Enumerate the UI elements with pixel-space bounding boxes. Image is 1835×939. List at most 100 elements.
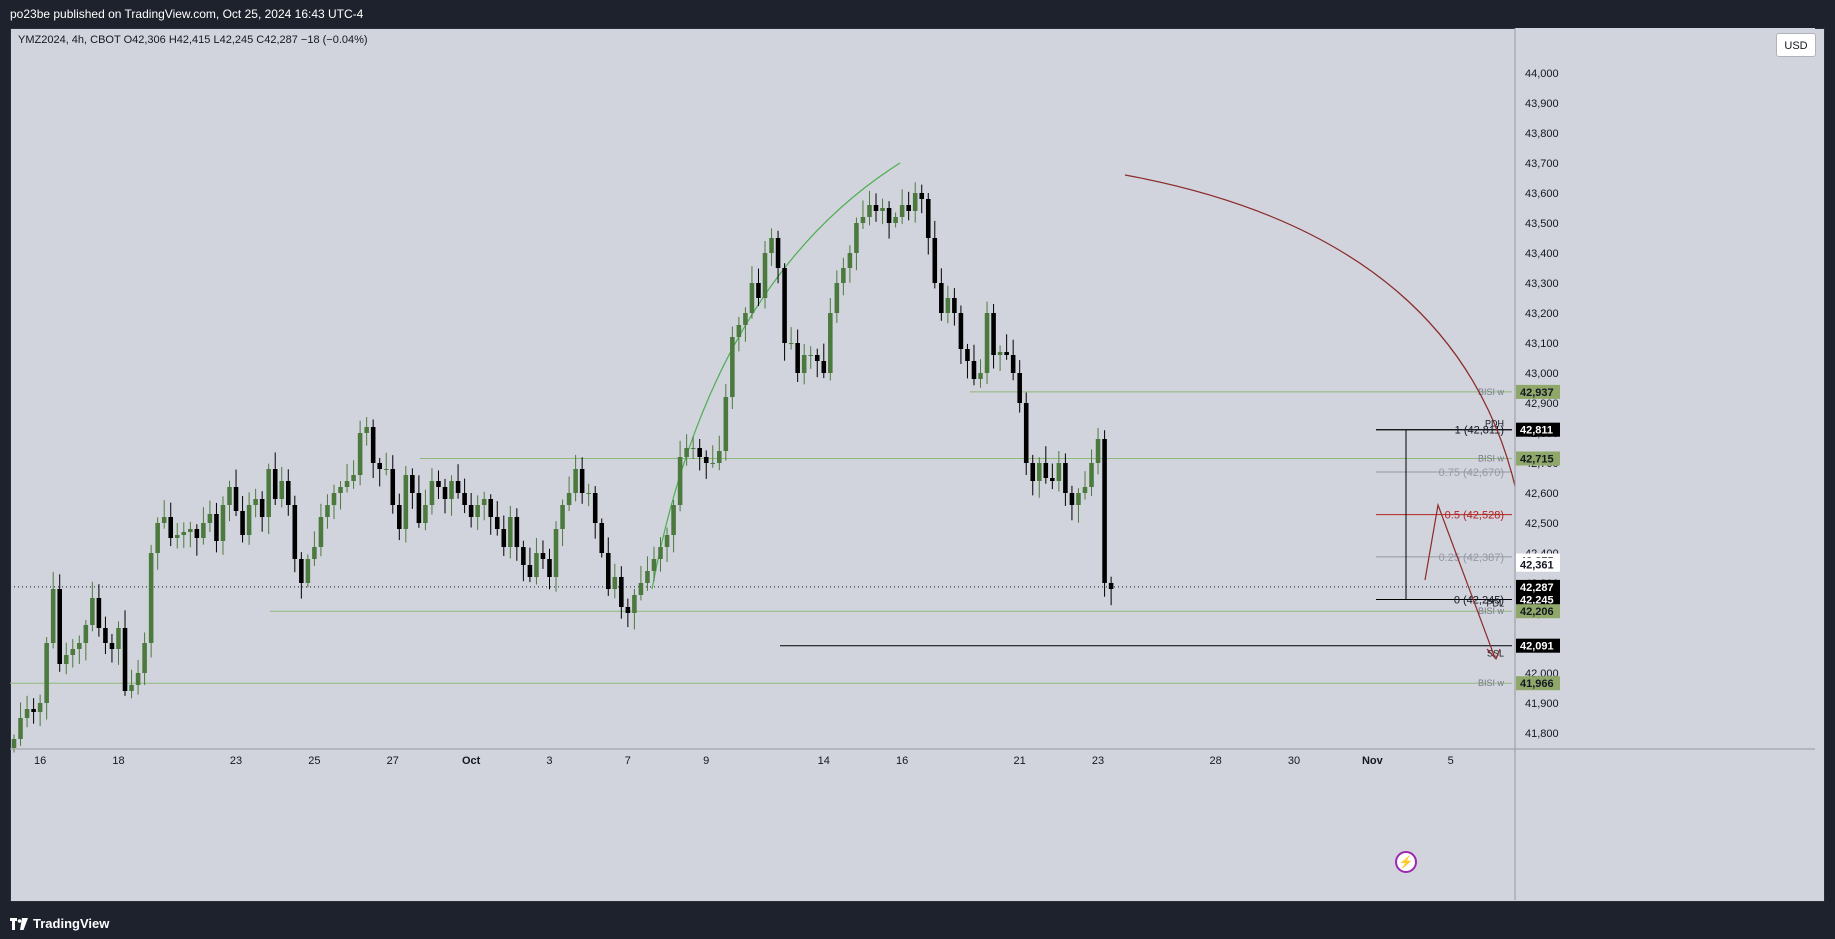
candle-body[interactable]: [814, 355, 820, 361]
candle-body[interactable]: [279, 481, 285, 499]
candle-body[interactable]: [90, 598, 95, 625]
candle-body[interactable]: [83, 625, 89, 643]
currency-button[interactable]: USD: [1776, 33, 1816, 57]
candle-body[interactable]: [697, 448, 702, 457]
candle-body[interactable]: [971, 361, 977, 379]
candle-body[interactable]: [50, 589, 56, 643]
candle-body[interactable]: [233, 487, 239, 511]
candle-body[interactable]: [481, 499, 487, 505]
candle-body[interactable]: [494, 517, 500, 529]
candle-body[interactable]: [860, 217, 866, 223]
candle-body[interactable]: [605, 553, 611, 589]
candle-body[interactable]: [135, 673, 141, 685]
candle-body[interactable]: [501, 529, 507, 547]
candle-body[interactable]: [547, 559, 552, 577]
candle-body[interactable]: [1095, 439, 1101, 463]
candle-body[interactable]: [161, 517, 167, 523]
red-arc[interactable]: [1124, 174, 1530, 650]
candle-body[interactable]: [749, 283, 755, 313]
candle-body[interactable]: [788, 343, 794, 344]
candle-body[interactable]: [514, 517, 520, 547]
candle-body[interactable]: [1010, 355, 1016, 373]
candle-body[interactable]: [266, 469, 271, 517]
candle-body[interactable]: [109, 643, 115, 649]
candle-body[interactable]: [521, 547, 526, 565]
candle-body[interactable]: [984, 313, 990, 373]
candle-body[interactable]: [468, 505, 474, 517]
candle-body[interactable]: [214, 514, 219, 541]
candle-body[interactable]: [188, 529, 193, 532]
price-axis[interactable]: [1515, 28, 1815, 900]
candle-body[interactable]: [122, 628, 128, 691]
candle-body[interactable]: [37, 703, 43, 712]
candle-body[interactable]: [442, 487, 448, 499]
candle-body[interactable]: [690, 448, 696, 449]
candle-body[interactable]: [801, 355, 807, 373]
candle-body[interactable]: [795, 343, 800, 373]
candle-body[interactable]: [677, 457, 683, 505]
candle-body[interactable]: [912, 193, 918, 211]
candle-body[interactable]: [292, 505, 298, 559]
candle-body[interactable]: [684, 448, 689, 457]
candle-body[interactable]: [24, 709, 30, 718]
candle-body[interactable]: [1050, 478, 1055, 481]
candle-body[interactable]: [246, 505, 252, 535]
tradingview-logo[interactable]: TradingView: [10, 916, 109, 931]
candle-body[interactable]: [410, 475, 415, 493]
candle-body[interactable]: [1076, 493, 1081, 505]
candle-body[interactable]: [11, 739, 17, 748]
candle-body[interactable]: [867, 205, 872, 217]
candle-body[interactable]: [1089, 463, 1094, 487]
candle-body[interactable]: [331, 493, 337, 505]
candle-body[interactable]: [540, 553, 546, 559]
candle-body[interactable]: [370, 427, 376, 463]
candle-body[interactable]: [645, 571, 650, 583]
candle-body[interactable]: [939, 283, 944, 313]
candle-body[interactable]: [364, 427, 369, 433]
candle-body[interactable]: [1036, 463, 1042, 481]
candle-body[interactable]: [220, 505, 226, 541]
candle-body[interactable]: [899, 205, 905, 217]
candle-body[interactable]: [854, 223, 859, 253]
candle-body[interactable]: [965, 349, 970, 361]
candle-body[interactable]: [436, 481, 441, 487]
candle-body[interactable]: [449, 481, 454, 499]
candle-body[interactable]: [619, 577, 624, 607]
candle-body[interactable]: [96, 598, 102, 628]
candle-body[interactable]: [272, 469, 278, 499]
candle-body[interactable]: [168, 517, 174, 538]
candle-body[interactable]: [553, 529, 559, 577]
candle-body[interactable]: [351, 475, 356, 481]
candle-body[interactable]: [142, 643, 147, 673]
candle-body[interactable]: [325, 505, 330, 517]
candle-body[interactable]: [18, 718, 23, 739]
candle-body[interactable]: [756, 283, 761, 298]
candle-body[interactable]: [625, 607, 631, 613]
candle-body[interactable]: [312, 547, 317, 559]
candle-body[interactable]: [886, 208, 892, 223]
candle-body[interactable]: [1030, 463, 1036, 481]
candle-body[interactable]: [632, 595, 637, 613]
candle-body[interactable]: [717, 451, 722, 463]
green-arc[interactable]: [651, 162, 901, 590]
candle-body[interactable]: [174, 535, 180, 538]
candle-body[interactable]: [116, 628, 121, 649]
candle-body[interactable]: [455, 481, 461, 493]
candle-body[interactable]: [338, 487, 343, 493]
candle-body[interactable]: [958, 313, 964, 349]
candle-body[interactable]: [1023, 403, 1029, 463]
candle-body[interactable]: [658, 547, 663, 559]
candle-body[interactable]: [599, 523, 605, 553]
candle-body[interactable]: [383, 469, 389, 470]
candle-body[interactable]: [31, 709, 36, 712]
candle-body[interactable]: [1043, 463, 1049, 478]
candle-body[interactable]: [201, 523, 206, 538]
candle-body[interactable]: [148, 553, 154, 643]
candle-body[interactable]: [828, 313, 833, 373]
candle-body[interactable]: [703, 457, 709, 463]
candle-body[interactable]: [736, 325, 742, 337]
candle-body[interactable]: [129, 685, 134, 691]
candle-body[interactable]: [403, 475, 409, 529]
candle-body[interactable]: [730, 337, 735, 397]
